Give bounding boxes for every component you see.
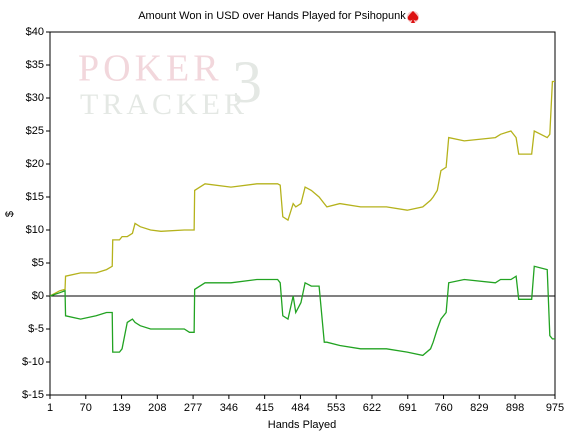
- x-tick-label: 208: [148, 402, 166, 414]
- y-tick-label: $35: [26, 59, 44, 71]
- x-axis-label: Hands Played: [268, 419, 337, 431]
- x-tick-label: 829: [470, 402, 488, 414]
- watermark-badge: 3: [232, 49, 266, 115]
- y-tick-label: $20: [26, 158, 44, 170]
- x-tick-label: 622: [363, 402, 381, 414]
- x-tick-label: 691: [399, 402, 417, 414]
- y-tick-label: $-15: [22, 389, 44, 401]
- y-tick-label: $40: [26, 26, 44, 38]
- y-tick-label: $-5: [28, 323, 44, 335]
- y-axis-label: $: [4, 211, 16, 217]
- series-line: [49, 80, 555, 297]
- spade-icon: [407, 11, 419, 23]
- y-tick-label: $30: [26, 92, 44, 104]
- x-tick-label: 415: [255, 402, 273, 414]
- x-tick-label: 898: [506, 402, 524, 414]
- x-tick-label: 484: [291, 402, 309, 414]
- x-tick-label: 139: [112, 402, 130, 414]
- x-tick-label: 277: [184, 402, 202, 414]
- x-tick-label: 760: [434, 402, 452, 414]
- x-tick-label: 346: [220, 402, 238, 414]
- x-tick-label: 553: [327, 402, 345, 414]
- chart-title: Amount Won in USD over Hands Played for …: [138, 10, 406, 22]
- y-tick-label: $15: [26, 191, 44, 203]
- y-tick-label: $0: [32, 290, 44, 302]
- watermark-top: POKER: [78, 48, 223, 90]
- y-tick-label: $-10: [22, 356, 44, 368]
- x-tick-label: 70: [80, 402, 92, 414]
- watermark-bottom: TRACKER: [80, 88, 248, 121]
- y-tick-label: $25: [26, 125, 44, 137]
- y-tick-label: $5: [32, 257, 44, 269]
- y-tick-label: $10: [26, 224, 44, 236]
- series-line: [49, 265, 555, 357]
- x-tick-label: 1: [47, 402, 53, 414]
- x-tick-label: 975: [546, 402, 564, 414]
- plot-frame: [49, 31, 556, 396]
